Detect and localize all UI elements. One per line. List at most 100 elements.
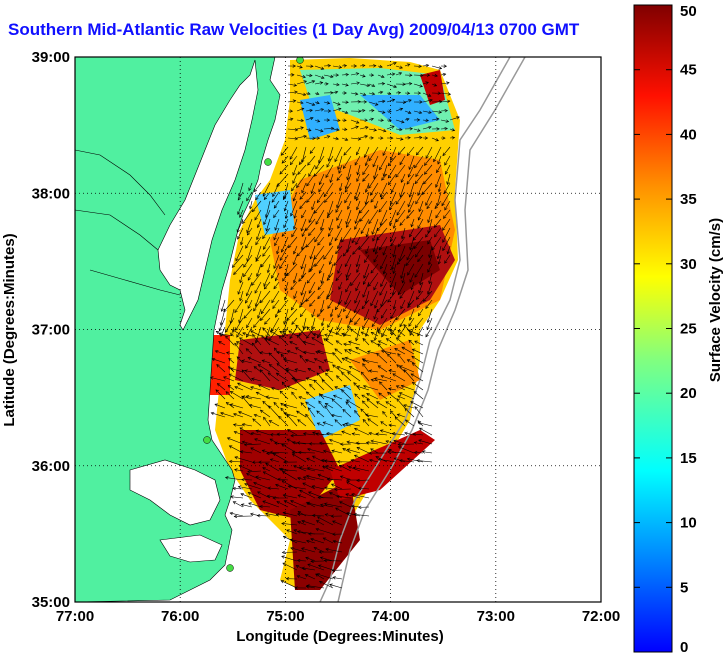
velocity-arrow-head bbox=[406, 91, 411, 95]
velocity-arrow-head bbox=[345, 83, 349, 87]
velocity-arrow-head bbox=[316, 199, 321, 204]
velocity-arrow-head bbox=[316, 573, 320, 577]
velocity-arrow-head bbox=[313, 379, 318, 384]
velocity-arrow bbox=[296, 74, 306, 78]
velocity-arrow-head bbox=[228, 357, 232, 362]
velocity-arrow bbox=[296, 565, 307, 571]
velocity-arrow-head bbox=[327, 64, 332, 68]
velocity-arrow-head bbox=[379, 64, 383, 69]
velocity-arrow-head bbox=[306, 457, 310, 461]
velocity-arrow-head bbox=[239, 297, 243, 302]
velocity-arrow bbox=[249, 404, 262, 409]
velocity-arrow bbox=[270, 451, 289, 454]
velocity-arrow-head bbox=[303, 134, 307, 139]
velocity-arrow bbox=[426, 200, 433, 209]
velocity-arrow-head bbox=[350, 504, 355, 509]
velocity-arrow bbox=[273, 281, 280, 289]
velocity-arrow bbox=[395, 108, 403, 112]
velocity-arrow bbox=[388, 424, 397, 427]
velocity-arrow-head bbox=[310, 64, 314, 68]
velocity-arrow bbox=[325, 548, 343, 553]
velocity-arrow-head bbox=[225, 401, 230, 406]
velocity-arrow bbox=[371, 379, 379, 382]
velocity-arrow bbox=[306, 326, 316, 339]
velocity-arrow bbox=[380, 182, 388, 197]
velocity-arrow-head bbox=[392, 254, 396, 258]
velocity-arrow bbox=[301, 520, 316, 526]
velocity-arrow bbox=[228, 384, 235, 391]
velocity-arrow-head bbox=[269, 458, 274, 462]
velocity-arrow-head bbox=[374, 205, 378, 209]
velocity-arrow-head bbox=[379, 429, 384, 433]
velocity-arrow-head bbox=[396, 398, 400, 402]
x-tick-label: 72:00 bbox=[582, 608, 620, 625]
velocity-arrow bbox=[361, 299, 370, 309]
velocity-arrow-head bbox=[216, 364, 220, 368]
velocity-arrow bbox=[263, 236, 271, 250]
velocity-arrow-head bbox=[256, 273, 260, 277]
velocity-arrow-head bbox=[218, 327, 222, 332]
velocity-arrow-head bbox=[336, 460, 341, 464]
velocity-arrow-head bbox=[399, 161, 403, 166]
velocity-arrow-head bbox=[399, 295, 403, 299]
velocity-arrow bbox=[233, 501, 244, 508]
velocity-arrow-head bbox=[323, 256, 327, 260]
velocity-arrow-head bbox=[284, 272, 288, 277]
velocity-arrow bbox=[278, 299, 289, 313]
velocity-arrow bbox=[413, 110, 422, 114]
velocity-arrow-head bbox=[411, 355, 415, 359]
velocity-arrow-head bbox=[317, 242, 321, 246]
velocity-arrow bbox=[418, 422, 433, 427]
velocity-arrow bbox=[256, 263, 262, 277]
velocity-arrow bbox=[296, 108, 304, 112]
velocity-arrow-head bbox=[395, 316, 399, 321]
velocity-arrow bbox=[427, 308, 433, 323]
velocity-arrow bbox=[301, 254, 307, 269]
velocity-arrow bbox=[314, 254, 325, 267]
velocity-arrow bbox=[234, 299, 244, 313]
velocity-arrow bbox=[344, 254, 352, 267]
velocity-arrow-head bbox=[358, 505, 362, 509]
velocity-arrow bbox=[238, 411, 253, 418]
velocity-arrow-head bbox=[237, 211, 241, 215]
velocity-arrow-head bbox=[294, 127, 299, 132]
velocity-arrow bbox=[279, 254, 289, 269]
velocity-arrow-head bbox=[257, 384, 262, 388]
velocity-arrow-head bbox=[395, 337, 400, 341]
velocity-arrow bbox=[355, 326, 361, 341]
velocity-arrow-head bbox=[301, 519, 305, 524]
velocity-arrow-head bbox=[343, 165, 347, 170]
velocity-arrow-head bbox=[240, 493, 244, 497]
velocity-arrow bbox=[357, 164, 361, 175]
velocity-arrow bbox=[252, 200, 262, 212]
velocity-arrow bbox=[254, 438, 271, 445]
velocity-arrow-head bbox=[290, 499, 294, 504]
velocity-arrow bbox=[237, 382, 253, 391]
velocity-arrow-head bbox=[425, 333, 429, 338]
velocity-arrow bbox=[265, 338, 280, 346]
velocity-arrow-head bbox=[268, 405, 272, 409]
velocity-arrow bbox=[413, 433, 424, 436]
velocity-arrow-head bbox=[236, 229, 240, 233]
velocity-arrow-head bbox=[352, 466, 357, 470]
velocity-arrow bbox=[365, 290, 370, 304]
velocity-arrow-head bbox=[312, 136, 316, 140]
velocity-arrow bbox=[293, 272, 298, 284]
velocity-arrow bbox=[389, 200, 397, 210]
velocity-arrow bbox=[387, 290, 397, 303]
velocity-arrow bbox=[286, 263, 298, 277]
velocity-arrow bbox=[377, 331, 388, 337]
velocity-arrow-head bbox=[344, 356, 349, 361]
velocity-arrow bbox=[310, 538, 325, 544]
velocity-arrow bbox=[342, 424, 352, 427]
velocity-arrow-head bbox=[355, 72, 360, 76]
velocity-arrow-head bbox=[311, 314, 315, 318]
velocity-arrow-head bbox=[410, 223, 414, 228]
velocity-arrow-head bbox=[393, 84, 398, 89]
velocity-arrow-head bbox=[321, 379, 325, 383]
velocity-arrow-head bbox=[325, 82, 329, 86]
velocity-arrow-head bbox=[435, 214, 439, 219]
velocity-arrow bbox=[347, 371, 361, 382]
velocity-arrow-head bbox=[245, 348, 250, 352]
velocity-arrow-head bbox=[371, 83, 376, 87]
